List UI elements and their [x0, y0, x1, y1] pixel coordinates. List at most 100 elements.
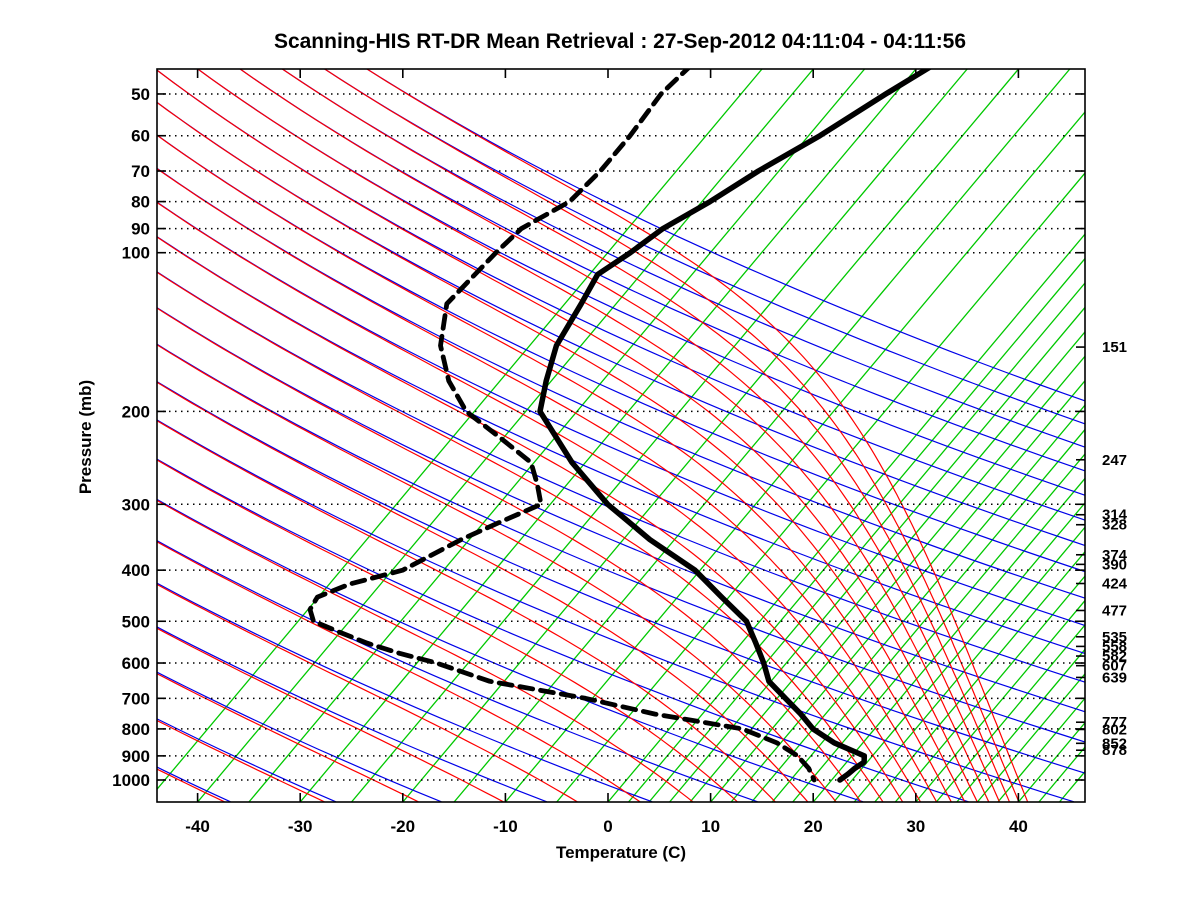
pressure-tick-label: 400 [122, 561, 150, 580]
skewed-temp-line [607, 233, 1085, 802]
right-level-label: 535 [1102, 629, 1127, 646]
right-level-label: 607 [1102, 658, 1127, 675]
moist-adiabat-line [157, 201, 921, 802]
moist-adiabat-line [157, 499, 694, 802]
skewed-temp-line [689, 330, 1085, 802]
dry-adiabat-line [239, 69, 1085, 472]
moist-adiabat-line [157, 420, 776, 802]
skewed-temp-line [751, 404, 1085, 802]
skewed-temp-line [915, 599, 1085, 802]
pressure-tick-label: 100 [122, 244, 150, 263]
background-lines [157, 69, 1085, 802]
chart-title: Scanning-HIS RT-DR Mean Retrieval : 27-S… [273, 30, 967, 53]
skewed-temp-line [792, 452, 1085, 802]
skewed-temp-line [976, 672, 1085, 802]
right-level-label: 328 [1102, 517, 1127, 534]
skewed-temp-line [956, 648, 1085, 802]
dry-adiabat-line [157, 306, 1085, 713]
moist-adiabat-line [157, 101, 966, 802]
moist-adiabat-line [281, 69, 1010, 802]
skewed-temp-line [730, 379, 1085, 802]
x-tick-label: 40 [1009, 817, 1028, 836]
right-level-label: 582 [1102, 648, 1127, 665]
pressure-tick-label: 60 [131, 127, 150, 146]
moist-adiabat-line [323, 69, 1020, 802]
moist-adiabat-line [239, 69, 1000, 802]
right-level-label: 314 [1102, 507, 1128, 524]
sounding-curves [307, 69, 933, 783]
dry-adiabat-line [157, 134, 1085, 573]
dry-adiabat-line [157, 236, 1085, 655]
x-tick-label: 20 [804, 817, 823, 836]
x-tick-label: -20 [391, 817, 416, 836]
pressure-tick-label: 90 [131, 220, 150, 239]
skewed-temp-line [556, 172, 1085, 802]
dry-adiabat-line [157, 582, 653, 802]
skewed-temp-line [894, 575, 1085, 802]
moist-adiabat-line [157, 307, 862, 802]
pressure-tick-label: 1000 [112, 771, 150, 790]
x-tick-label: 0 [603, 817, 612, 836]
y-axis-label: Pressure (mb) [76, 379, 95, 495]
moist-adiabat-line [197, 69, 990, 802]
dry-adiabat-line [366, 69, 1085, 402]
skewed-temp-line [812, 477, 1085, 802]
moist-adiabat-line [157, 768, 225, 802]
skewed-temp-line [833, 501, 1085, 802]
x-tick-label: -30 [288, 817, 313, 836]
pressure-tick-label: 700 [122, 689, 150, 708]
skewed-temp-line [628, 257, 1085, 802]
right-level-label: 639 [1102, 669, 1127, 686]
pressure-tick-label: 70 [131, 162, 150, 181]
pressure-tick-label: 50 [131, 85, 150, 104]
right-level-label: 777 [1102, 714, 1127, 731]
dry-adiabat-line [157, 718, 337, 802]
moist-adiabat-line [157, 344, 837, 802]
dewpoint-curve [307, 69, 817, 783]
dry-adiabat-line [157, 458, 969, 802]
moist-adiabat-line [366, 69, 1029, 802]
dry-adiabat-line [157, 626, 548, 802]
skewed-temp-line [402, 69, 1020, 802]
dry-adiabat-line [157, 539, 758, 802]
pressure-tick-label: 300 [122, 495, 150, 514]
moist-adiabat-line [157, 167, 938, 802]
skewed-temp-line [453, 69, 1071, 802]
plot-frame [156, 68, 1086, 803]
moist-adiabat-line [157, 541, 641, 802]
x-tick-label: -40 [185, 817, 210, 836]
right-level-label: 424 [1102, 576, 1128, 593]
right-level-label: 151 [1102, 339, 1127, 356]
right-level-label: 477 [1102, 602, 1127, 619]
dry-adiabat-line [281, 69, 1085, 448]
skewed-temp-line [710, 355, 1085, 802]
right-level-label: 558 [1102, 638, 1127, 655]
skewed-temp-line [771, 428, 1085, 802]
dry-adiabat-line [157, 343, 1085, 743]
skewed-temp-line [669, 306, 1085, 802]
pressure-tick-label: 800 [122, 720, 150, 739]
moist-adiabat-line [157, 459, 738, 802]
right-level-label: 852 [1102, 735, 1127, 752]
right-level-label: 878 [1102, 742, 1127, 759]
dry-adiabat-line [157, 419, 1075, 802]
moist-adiabat-line [157, 271, 884, 802]
moist-adiabat-line [157, 673, 419, 802]
skewed-temp-line [874, 550, 1085, 802]
skewed-temp-line [648, 281, 1085, 802]
skewed-temp-line [935, 623, 1085, 802]
dry-adiabat-line [323, 69, 1085, 425]
dry-adiabat-line [157, 380, 1085, 774]
dry-adiabat-line [157, 69, 1085, 521]
dry-adiabat-line [157, 671, 442, 802]
right-level-label: 802 [1102, 721, 1127, 738]
skewed-temp-line [197, 69, 814, 802]
x-tick-label: 10 [701, 817, 720, 836]
pressure-tick-label: 900 [122, 747, 150, 766]
dry-adiabat-line [157, 201, 1085, 627]
dry-adiabat-line [157, 498, 864, 802]
moist-adiabat-line [157, 134, 952, 802]
pressure-tick-label: 500 [122, 612, 150, 631]
